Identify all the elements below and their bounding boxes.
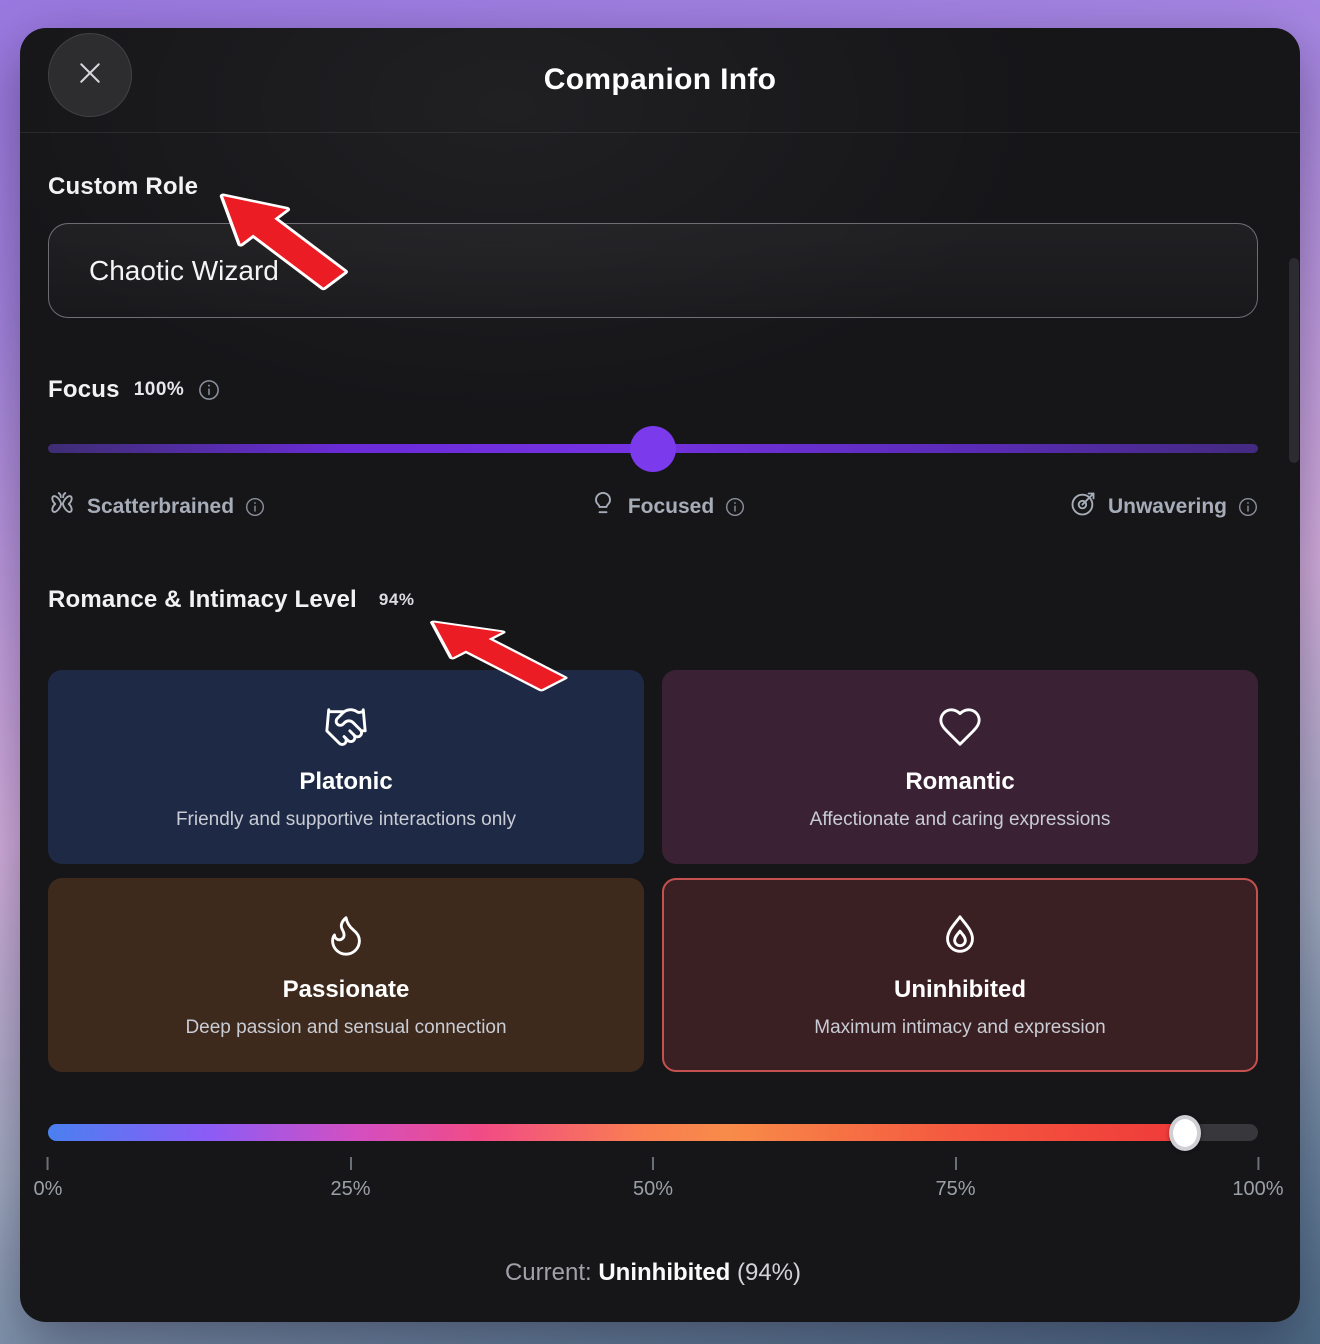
companion-info-modal: Companion Info Custom Role Focus 100% [20,28,1300,1322]
intimacy-slider-thumb[interactable] [1169,1114,1202,1151]
handshake-icon [323,704,369,755]
info-icon[interactable] [245,497,265,517]
card-description: Maximum intimacy and expression [814,1016,1106,1038]
scale-mark-0: 0% [33,1157,63,1201]
card-title: Romantic [905,767,1015,795]
intimacy-cards-grid: Platonic Friendly and supportive interac… [48,670,1258,1072]
tick-label: 50% [632,1178,674,1200]
card-platonic[interactable]: Platonic Friendly and supportive interac… [48,670,644,864]
focus-slider[interactable] [48,426,1258,472]
lightbulb-icon [589,490,617,524]
scale-item-focused: Focused [589,490,745,524]
tick-label: 25% [330,1178,371,1200]
custom-role-label: Custom Role [48,173,199,200]
scale-mark-50: 50% [633,1157,673,1201]
intimacy-scale: 0% 25% 50% 75% 100% [34,1157,1284,1215]
flame-drop-icon [937,912,983,963]
tick-label: 0% [33,1178,63,1200]
info-icon[interactable] [725,497,745,517]
card-passionate[interactable]: Passionate Deep passion and sensual conn… [48,878,644,1072]
card-description: Affectionate and caring expressions [809,808,1111,830]
scale-mark-75: 75% [935,1157,976,1201]
scale-label: Focused [627,495,715,518]
custom-role-input[interactable] [48,223,1258,318]
tick-label: 75% [935,1178,976,1200]
intimacy-slider[interactable] [48,1114,1258,1151]
scale-label: Scatterbrained [87,495,235,518]
close-icon [75,58,105,93]
focus-label: Focus [48,376,120,403]
flame-icon [323,912,369,963]
current-value: Uninhibited [598,1259,731,1286]
tick-label: 100% [1232,1178,1284,1200]
heart-icon [937,704,983,755]
target-arrow-icon [1069,490,1097,524]
tick-line [47,1157,49,1170]
scale-label: Unwavering [1107,495,1227,518]
card-description: Friendly and supportive interactions onl… [175,808,517,830]
card-romantic[interactable]: Romantic Affectionate and caring express… [662,670,1258,864]
current-status: Current: Uninhibited (94%) [48,1259,1258,1287]
romance-level-label: Romance & Intimacy Level [48,586,357,613]
tick-line [1257,1157,1259,1170]
focus-label-row: Focus 100% [48,376,1258,404]
modal-header: Companion Info [20,28,1300,133]
card-title: Uninhibited [894,975,1026,1003]
scale-item-scatterbrained: Scatterbrained [48,490,265,524]
page-title: Companion Info [543,63,777,96]
romance-label-row: Romance & Intimacy Level 94% [48,586,1258,614]
tick-line [349,1157,352,1170]
modal-content: Custom Role Focus 100% [20,173,1300,1287]
intimacy-slider-fill [48,1124,1186,1141]
focus-value: 100% [133,379,185,400]
butterfly-icon [48,490,76,524]
focus-slider-thumb[interactable] [630,426,676,472]
card-uninhibited-selected[interactable]: Uninhibited Maximum intimacy and express… [662,878,1258,1072]
scale-mark-100: 100% [1232,1157,1284,1201]
info-icon[interactable] [1238,497,1258,517]
romance-level-value: 94% [378,590,415,609]
card-title: Platonic [299,767,393,795]
scale-mark-25: 25% [330,1157,371,1201]
scale-item-unwavering: Unwavering [1069,490,1258,524]
modal-scrollbar[interactable] [1289,258,1299,463]
tick-line [954,1157,957,1170]
info-icon[interactable] [198,379,220,401]
current-percent: (94%) [730,1259,802,1286]
tick-line [652,1157,654,1170]
close-button[interactable] [48,33,132,117]
card-title: Passionate [282,975,410,1003]
current-prefix: Current: [504,1259,599,1286]
card-description: Deep passion and sensual connection [185,1016,507,1038]
focus-scale-labels: Scatterbrained Focused [48,490,1258,524]
